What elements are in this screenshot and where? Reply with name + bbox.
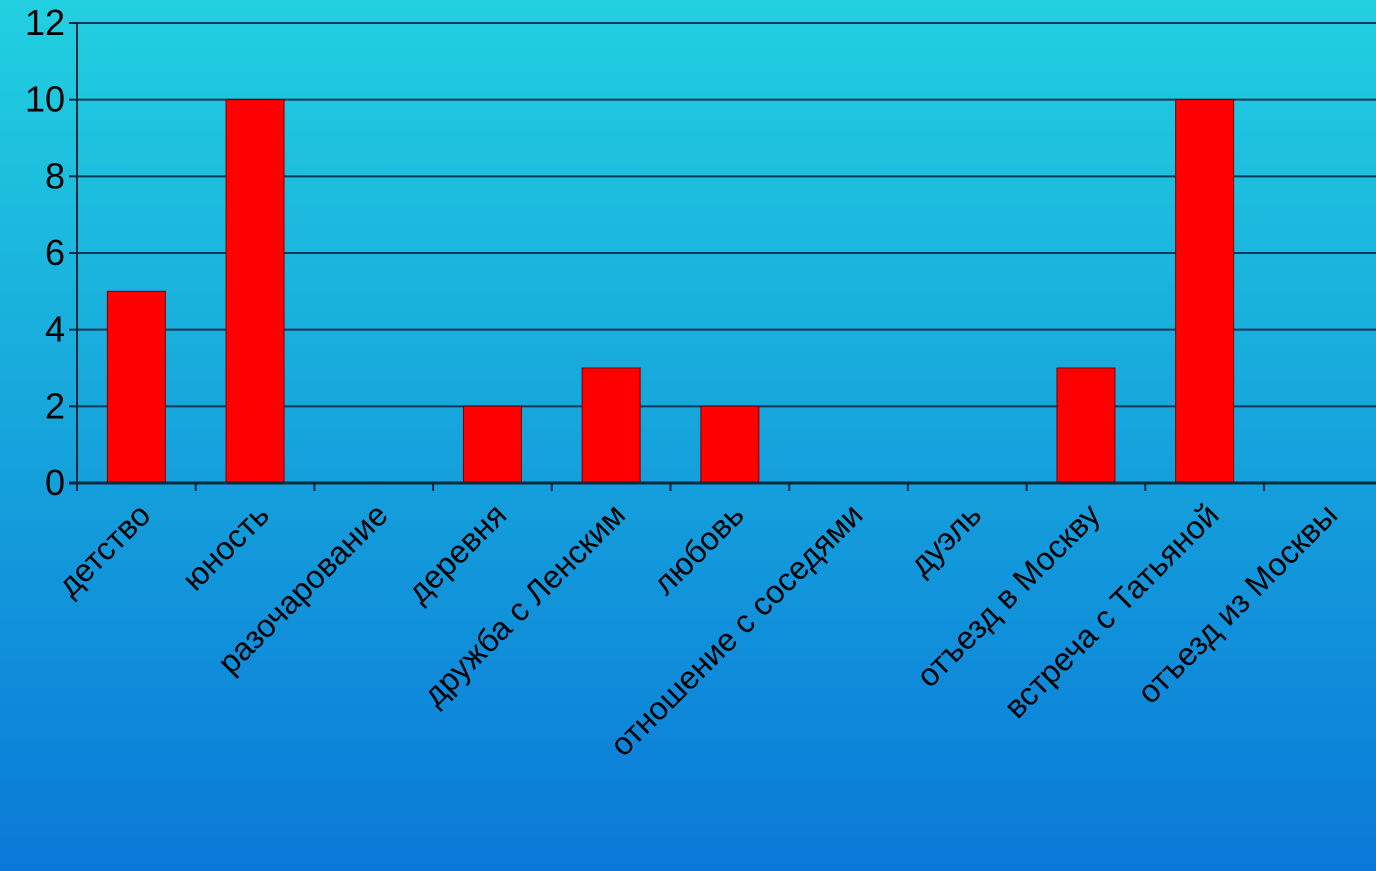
y-tick-label: 4 <box>45 309 65 350</box>
bar <box>106 290 166 484</box>
y-tick-label: 12 <box>25 2 65 43</box>
y-tick-label: 8 <box>45 155 65 196</box>
bar <box>462 405 522 484</box>
bar <box>581 367 641 484</box>
bars <box>106 99 1235 484</box>
y-tick-label: 0 <box>45 462 65 503</box>
bar <box>1175 99 1235 484</box>
grid-lines <box>69 22 1376 484</box>
y-tick-labels: 0 2 4 6 8 10 12 <box>25 2 65 503</box>
bar <box>225 99 285 484</box>
y-tick-label: 2 <box>45 385 65 426</box>
bar <box>700 405 760 484</box>
y-tick-label: 10 <box>25 79 65 120</box>
axes <box>69 23 1376 491</box>
bar <box>1056 367 1116 484</box>
y-tick-label: 6 <box>45 232 65 273</box>
